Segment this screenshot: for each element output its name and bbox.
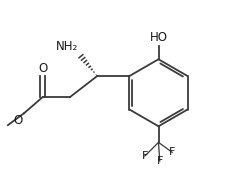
Text: HO: HO <box>150 31 168 44</box>
Text: F: F <box>156 156 163 166</box>
Text: NH₂: NH₂ <box>56 40 78 53</box>
Text: O: O <box>38 62 47 75</box>
Text: F: F <box>142 151 148 161</box>
Text: O: O <box>14 114 23 127</box>
Text: F: F <box>169 147 175 157</box>
